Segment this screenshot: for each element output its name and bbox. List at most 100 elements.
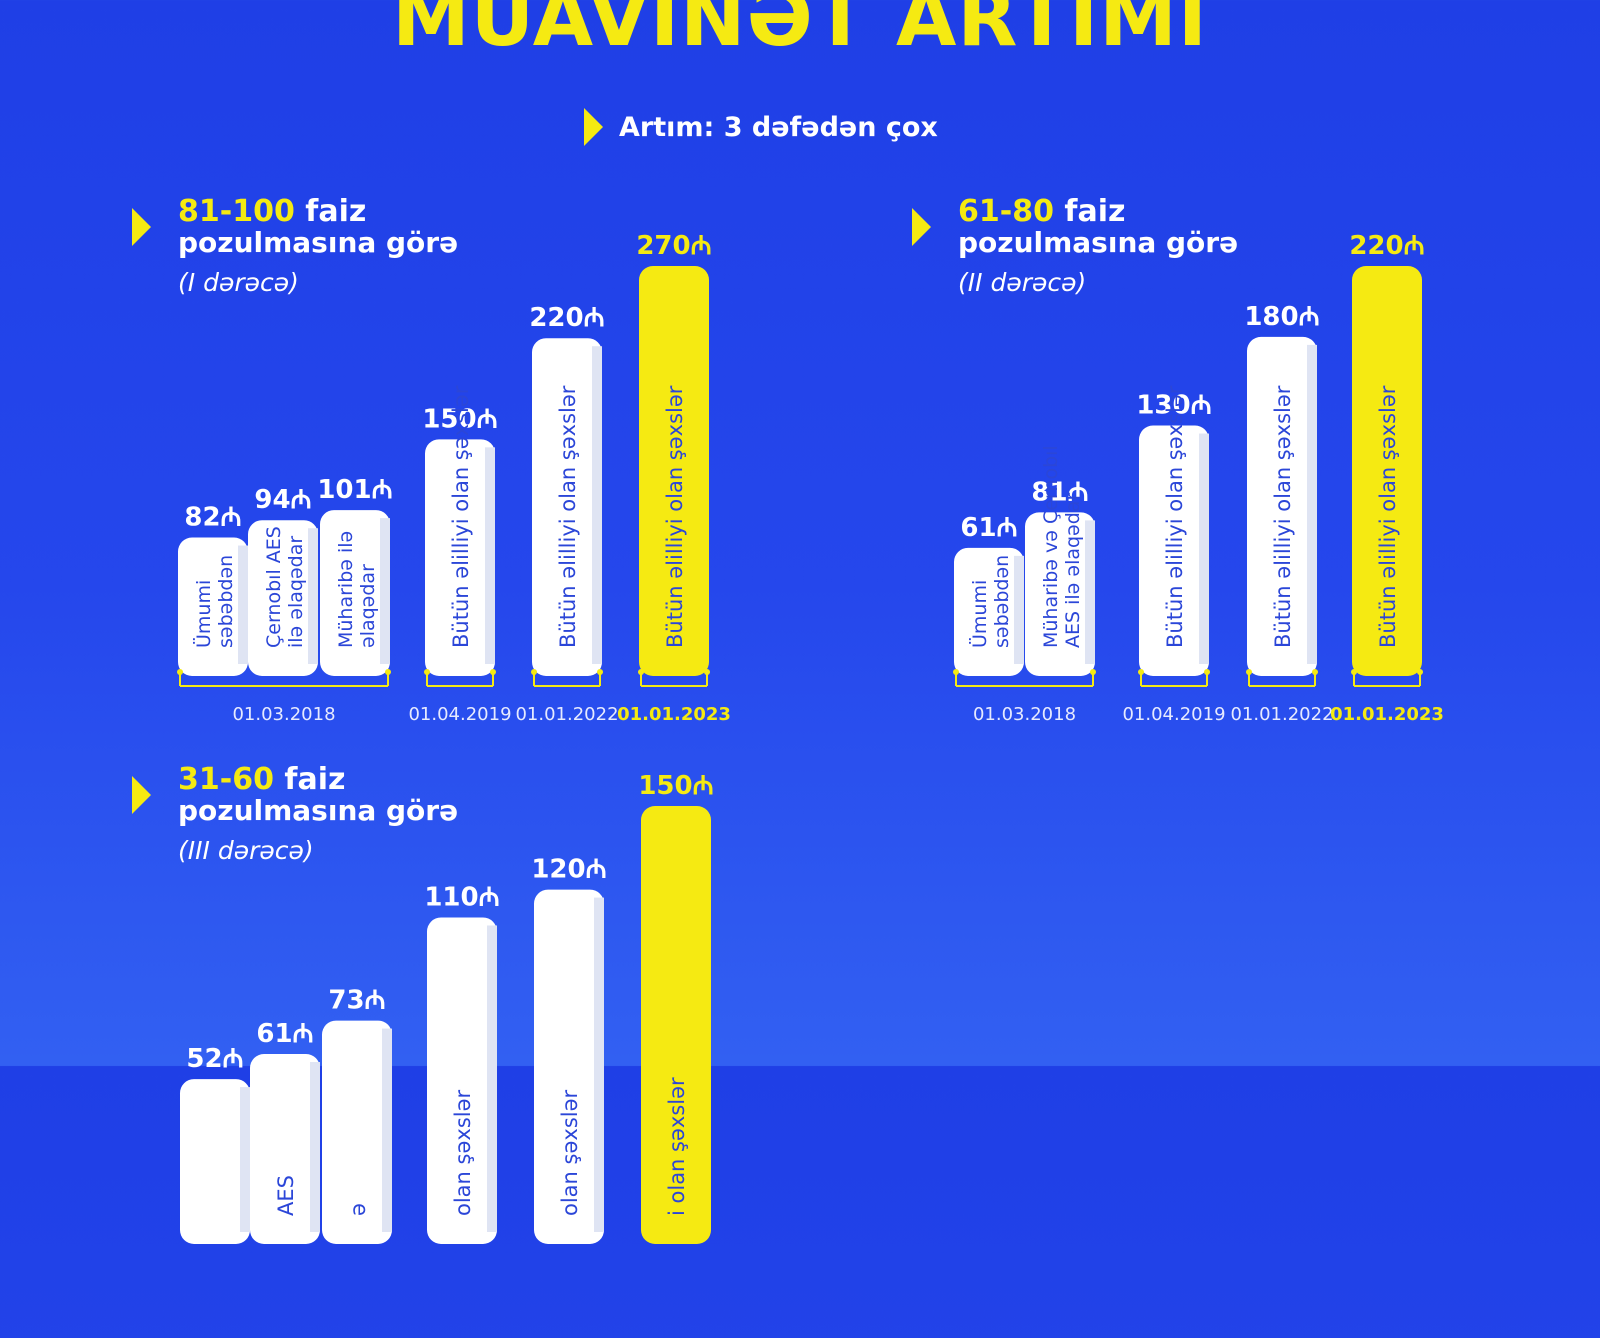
date-bracket-dot [1351, 669, 1357, 675]
chart-range: 81-100 [178, 194, 295, 229]
chart-heading-line2: pozulmasına görə [178, 794, 459, 827]
bar-value-label: 110₼ [424, 882, 499, 912]
date-bracket-dot [177, 669, 183, 675]
bar-value-label: 180₼ [1244, 302, 1319, 332]
bar-category-label: Bütün əlilliyi olan şəxslər [663, 385, 687, 648]
chart-range: 61-80 [958, 194, 1054, 229]
bar-category-label: Ümumi səbəbdən [968, 555, 1013, 648]
date-label: 01.04.2019 [1122, 704, 1225, 725]
bar-category-text: Bütün əlilliyi olan şəxslər [1163, 385, 1187, 648]
bar-shade-4 [592, 346, 602, 664]
date-bracket-dot [1138, 669, 1144, 675]
date-bracket-dot [597, 669, 603, 675]
chart-degree-label: (II dərəcə) [958, 268, 1087, 297]
bar-value-label: 101₼ [317, 475, 392, 505]
date-label: 01.01.2023 [617, 704, 731, 725]
bar-category-text: Müharibə və Çernobıl [1040, 445, 1062, 648]
bar-category-text: Çernobıl AES [263, 526, 285, 648]
chart-range-heading: 61-80 faiz [958, 194, 1125, 229]
bar-category-text: olan şəxslər [558, 1089, 582, 1216]
bar-category-label: AES [274, 1175, 298, 1216]
bar-category-text: Ümumi [192, 580, 215, 648]
date-bracket-dot [1246, 669, 1252, 675]
bar-category-label: Bütün əlilliyi olan şəxslər [449, 385, 473, 648]
bar-value-label: 52₼ [186, 1044, 243, 1074]
date-bracket-dot [704, 669, 710, 675]
bar-category-text: AES ilə əlaqədar [1062, 493, 1084, 648]
bar-3 [425, 439, 495, 676]
bar-category-text: səbəbdən [215, 555, 237, 648]
chart-heading-line2: pozulmasına görə [178, 226, 459, 259]
bar-category-label: ə [346, 1203, 370, 1216]
bar-category-text: ilə əlaqədar [285, 536, 307, 648]
bar-category-label: olan şəxslər [558, 1089, 582, 1216]
date-bracket-dot [638, 669, 644, 675]
chart-range-suffix: faiz [1064, 194, 1126, 229]
bar-2 [1139, 425, 1209, 676]
bar-2 [320, 510, 390, 676]
bar-shade-1 [1085, 520, 1095, 664]
bar-value-label: 81₼ [1031, 477, 1088, 507]
chart-degree-label: (I dərəcə) [178, 268, 299, 297]
bar-shade-3 [487, 925, 497, 1232]
bar-shade-3 [485, 447, 495, 664]
date-label: 01.03.2018 [973, 704, 1076, 725]
bar-category-label: Çernobıl AES ilə əlaqədar [263, 526, 307, 648]
bar-value-label: 150₼ [638, 771, 713, 801]
bar-chart-svg: 82₼ Ümumi səbəbdən 94₼ Çernobıl AES ilə əlaqə… [177, 231, 731, 725]
date-bracket-dot [953, 669, 959, 675]
bar-shade-3 [1307, 344, 1317, 664]
chart-degree-label: (III dərəcə) [178, 836, 314, 865]
bar-shade-1 [308, 528, 318, 664]
date-label: 01.04.2019 [408, 704, 511, 725]
bar-category-label: Bütün əlilliyi olan şəxslər [1163, 385, 1187, 648]
bar-value-label: 61₼ [256, 1019, 313, 1049]
bar-category-text: Bütün əlilliyi olan şəxslər [556, 385, 580, 648]
date-label: 01.01.2023 [1330, 704, 1444, 725]
date-bracket-dot [1204, 669, 1210, 675]
date-bracket-dot [385, 669, 391, 675]
bar-value-label: 270₼ [636, 231, 711, 261]
bar-chart-svg: 52₼ 61₼ AES 73₼ ə 110₼ olan şəxslər 120₼ olan şə… [180, 771, 714, 1244]
bar-category-label: Bütün əlilliyi olan şəxslər [556, 385, 580, 648]
bar-category-label: i olan şəxslər [665, 1077, 689, 1216]
chart-degree-1: 81-100 faiz pozulmasına görə (I dərəcə) … [130, 190, 750, 770]
chart-heading-line2: pozulmasına görə [958, 226, 1239, 259]
bar-1 [248, 520, 318, 676]
bar-shade-2 [382, 1028, 392, 1232]
bar-category-label: Müharibə ilə əlaqədar [335, 531, 379, 648]
bar-category-label: Ümumi səbəbdən [192, 555, 237, 648]
bar-5 [639, 266, 709, 676]
bar-value-label: 220₼ [529, 303, 604, 333]
header-arrow-icon [132, 776, 151, 814]
bar-category-text: səbəbdən [991, 555, 1013, 648]
bar-shade-2 [380, 518, 390, 664]
date-label: 01.01.2022 [515, 704, 618, 725]
bar-1 [1025, 512, 1095, 676]
bar-category-text: ə [346, 1203, 370, 1216]
bar-category-label: olan şəxslər [451, 1089, 475, 1216]
date-bracket-dot [1090, 669, 1096, 675]
bar-shade-1 [310, 1062, 320, 1232]
bar-category-text: i olan şəxslər [665, 1077, 689, 1216]
date-bracket-dot [490, 669, 496, 675]
date-bracket-dot [424, 669, 430, 675]
bar-value-label: 82₼ [184, 503, 241, 533]
bar-4 [532, 338, 602, 676]
bar-value-label: 220₼ [1349, 231, 1424, 261]
bar-category-label: Müharibə və Çernobıl AES ilə əlaqədar [1040, 445, 1084, 648]
bar-category-text: Bütün əlilliyi olan şəxslər [1271, 385, 1295, 648]
bar-value-label: 73₼ [328, 986, 385, 1016]
chart-range-suffix: faiz [284, 762, 346, 797]
chart-range-suffix: faiz [305, 194, 367, 229]
bar-shade-0 [240, 1087, 250, 1232]
header-arrow-icon [912, 208, 931, 246]
bar-3 [1247, 336, 1317, 676]
bar-category-text: Bütün əlilliyi olan şəxslər [663, 385, 687, 648]
bar-shade-0 [238, 545, 248, 664]
chart-range-heading: 81-100 faiz [178, 194, 366, 229]
bar-0 [180, 1079, 250, 1244]
bar-chart-svg: 61₼ Ümumi səbəbdən 81₼Müharibə və Çernobıl A… [953, 231, 1444, 725]
date-bracket-dot [531, 669, 537, 675]
date-label: 01.03.2018 [232, 704, 335, 725]
